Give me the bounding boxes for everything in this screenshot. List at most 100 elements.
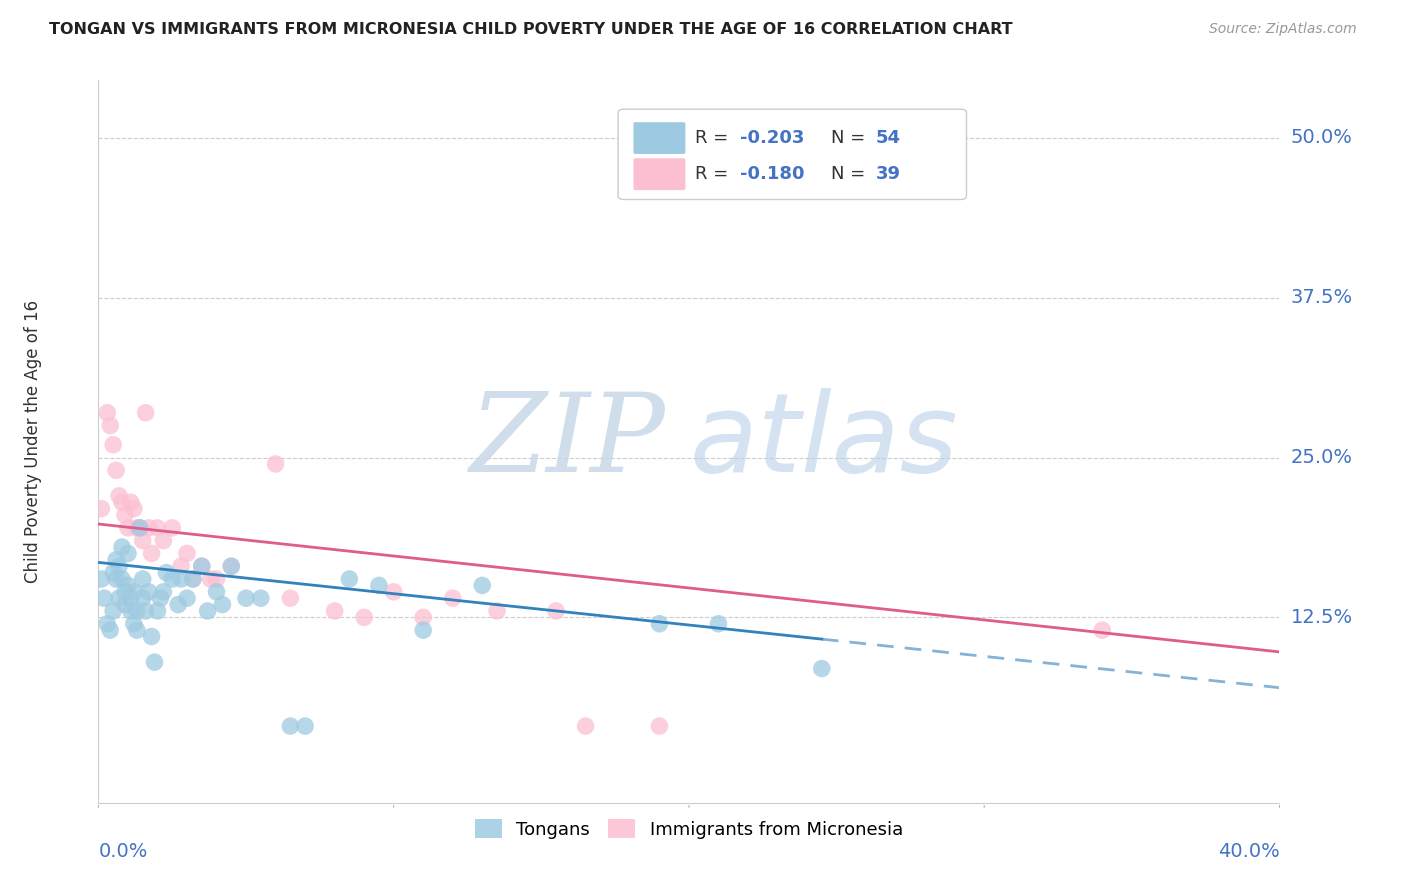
Point: [170, 559, 193, 574]
Point: [648, 719, 671, 733]
Text: Source: ZipAtlas.com: Source: ZipAtlas.com: [1209, 22, 1357, 37]
Point: [152, 584, 174, 599]
Text: N =: N =: [831, 129, 870, 147]
Point: [250, 591, 273, 606]
Point: [128, 521, 150, 535]
Point: [141, 546, 163, 560]
Point: [162, 572, 183, 586]
Point: [176, 546, 198, 560]
Point: [412, 610, 434, 624]
Point: [197, 604, 219, 618]
Text: -0.203: -0.203: [740, 129, 804, 147]
Text: TONGAN VS IMMIGRANTS FROM MICRONESIA CHILD POVERTY UNDER THE AGE OF 16 CORRELATI: TONGAN VS IMMIGRANTS FROM MICRONESIA CHI…: [49, 22, 1012, 37]
Text: 39: 39: [876, 165, 901, 183]
Text: Child Poverty Under the Age of 16: Child Poverty Under the Age of 16: [24, 300, 42, 583]
Point: [221, 559, 243, 574]
Point: [648, 616, 671, 631]
Point: [280, 719, 302, 733]
Point: [96, 406, 118, 420]
Point: [264, 457, 287, 471]
Point: [205, 584, 228, 599]
Point: [125, 521, 148, 535]
Point: [108, 591, 131, 606]
Point: [103, 566, 125, 580]
Point: [181, 572, 204, 586]
Point: [412, 623, 434, 637]
Point: [111, 540, 134, 554]
Point: [90, 572, 112, 586]
Point: [111, 495, 134, 509]
Point: [167, 598, 190, 612]
Point: [120, 495, 142, 509]
Point: [132, 572, 155, 586]
Text: 37.5%: 37.5%: [1291, 288, 1353, 307]
Point: [323, 604, 346, 618]
Point: [98, 418, 121, 433]
Point: [235, 591, 257, 606]
Point: [149, 591, 172, 606]
Point: [108, 559, 131, 574]
Point: [486, 604, 509, 618]
Point: [111, 572, 134, 586]
Text: atlas: atlas: [689, 388, 957, 495]
Point: [810, 661, 832, 675]
Text: N =: N =: [831, 165, 870, 183]
Text: 50.0%: 50.0%: [1291, 128, 1353, 147]
FancyBboxPatch shape: [619, 109, 966, 200]
Text: 40.0%: 40.0%: [1218, 842, 1279, 861]
Point: [132, 591, 155, 606]
Point: [138, 521, 160, 535]
Point: [135, 604, 157, 618]
Point: [120, 604, 142, 618]
Point: [353, 610, 375, 624]
Point: [382, 584, 405, 599]
Point: [339, 572, 361, 586]
Text: 54: 54: [876, 129, 901, 147]
Point: [141, 630, 163, 644]
Point: [122, 584, 145, 599]
Point: [114, 584, 136, 599]
Point: [146, 521, 169, 535]
Text: R =: R =: [695, 129, 734, 147]
Point: [132, 533, 155, 548]
Point: [122, 501, 145, 516]
Point: [146, 604, 169, 618]
Point: [108, 489, 131, 503]
FancyBboxPatch shape: [634, 158, 685, 190]
Point: [98, 623, 121, 637]
Point: [205, 572, 228, 586]
Point: [441, 591, 464, 606]
Point: [122, 616, 145, 631]
Point: [117, 578, 139, 592]
Point: [114, 598, 136, 612]
Point: [181, 572, 204, 586]
Point: [294, 719, 316, 733]
Point: [128, 521, 150, 535]
Point: [200, 572, 222, 586]
Point: [152, 533, 174, 548]
Point: [191, 559, 214, 574]
Point: [114, 508, 136, 522]
Point: [170, 572, 193, 586]
Point: [471, 578, 494, 592]
Legend: Tongans, Immigrants from Micronesia: Tongans, Immigrants from Micronesia: [468, 812, 910, 846]
Point: [575, 719, 598, 733]
Point: [103, 604, 125, 618]
Point: [105, 553, 128, 567]
Point: [125, 604, 148, 618]
Text: R =: R =: [695, 165, 734, 183]
Point: [117, 546, 139, 560]
Point: [138, 584, 160, 599]
Point: [1091, 623, 1114, 637]
Point: [93, 591, 115, 606]
Point: [143, 655, 166, 669]
Text: 25.0%: 25.0%: [1291, 448, 1353, 467]
Point: [117, 521, 139, 535]
Point: [221, 559, 243, 574]
Point: [162, 521, 183, 535]
Point: [105, 572, 128, 586]
Text: ZIP: ZIP: [470, 388, 665, 495]
Point: [105, 463, 128, 477]
Point: [135, 406, 157, 420]
Point: [155, 566, 177, 580]
